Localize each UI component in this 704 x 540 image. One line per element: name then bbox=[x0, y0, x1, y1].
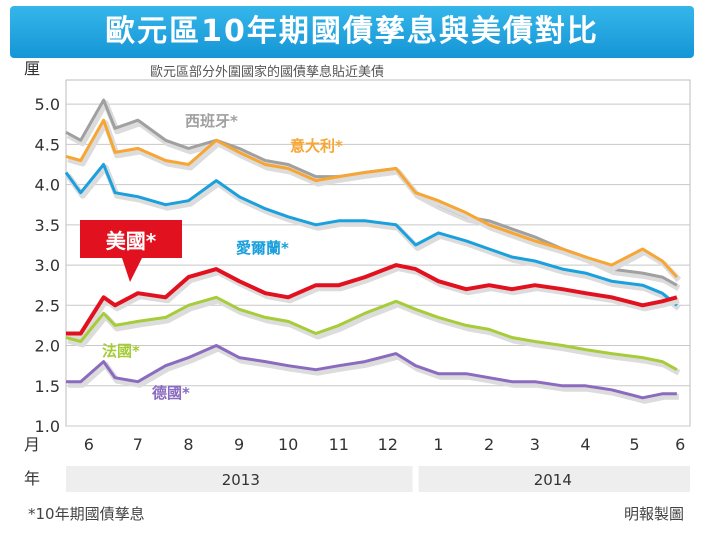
series-line-germany bbox=[66, 344, 677, 400]
y-tick-label: 4.0 bbox=[35, 176, 60, 195]
series-label-france: 法國* bbox=[102, 342, 140, 360]
year-label-2014: 2014 bbox=[534, 471, 572, 489]
y-axis-unit: 厘 bbox=[24, 59, 40, 78]
month-tick-label: 6 bbox=[675, 435, 685, 454]
month-tick-label: 1 bbox=[433, 435, 443, 454]
series-line-shadow-italy bbox=[67, 120, 682, 283]
series-line-italy bbox=[65, 118, 679, 279]
series-line-shadow-germany bbox=[68, 345, 679, 404]
series-label-ireland: 愛爾蘭* bbox=[236, 239, 289, 257]
us-callout-box bbox=[80, 220, 182, 282]
title-banner: 歐元區10年期國債孳息與美債對比 bbox=[10, 6, 694, 58]
credit: 明報製圖 bbox=[623, 505, 684, 523]
month-tick-label: 3 bbox=[530, 435, 540, 454]
year-band-2013 bbox=[66, 466, 413, 492]
series-line-ireland bbox=[64, 163, 678, 307]
y-tick-label: 3.5 bbox=[35, 216, 60, 235]
series-line-shadow-us bbox=[68, 265, 680, 340]
month-tick-label: 6 bbox=[84, 435, 94, 454]
series-label-us: 美國* bbox=[106, 229, 157, 253]
series-label-germany: 德國* bbox=[152, 384, 190, 402]
series-line-us bbox=[66, 263, 678, 336]
month-tick-label: 7 bbox=[133, 435, 143, 454]
y-tick-label: 5.0 bbox=[35, 95, 60, 114]
series-label-italy: 意大利* bbox=[290, 137, 343, 155]
chart-title: 歐元區10年期國債孳息與美債對比 bbox=[105, 14, 599, 49]
month-tick-label: 4 bbox=[580, 435, 590, 454]
footnote: *10年期國債孳息 bbox=[28, 505, 145, 523]
year-label-2013: 2013 bbox=[222, 471, 260, 489]
month-tick-label: 9 bbox=[234, 435, 244, 454]
month-tick-label: 12 bbox=[378, 435, 398, 454]
y-tick-label: 2.0 bbox=[35, 337, 60, 356]
month-tick-label: 10 bbox=[278, 435, 298, 454]
month-tick-label: 11 bbox=[329, 435, 349, 454]
series-label-spain: 西班牙* bbox=[185, 112, 238, 130]
month-axis-label: 月 bbox=[24, 435, 40, 454]
month-tick-label: 8 bbox=[183, 435, 193, 454]
chart-subtitle: 歐元區部分外圍國家的國債孳息貼近美債 bbox=[150, 64, 384, 80]
y-tick-label: 3.0 bbox=[35, 256, 60, 275]
series-line-shadow-france bbox=[67, 297, 681, 376]
y-tick-label: 2.5 bbox=[35, 296, 60, 315]
year-axis-label: 年 bbox=[24, 469, 40, 488]
month-tick-label: 5 bbox=[629, 435, 639, 454]
month-tick-label: 2 bbox=[484, 435, 494, 454]
year-band-2014 bbox=[418, 466, 690, 492]
series-line-shadow-ireland bbox=[65, 164, 681, 311]
y-tick-label: 1.5 bbox=[35, 377, 60, 396]
y-tick-label: 4.5 bbox=[35, 135, 60, 154]
y-tick-label: 1.0 bbox=[35, 417, 60, 436]
series-line-france bbox=[65, 295, 678, 372]
